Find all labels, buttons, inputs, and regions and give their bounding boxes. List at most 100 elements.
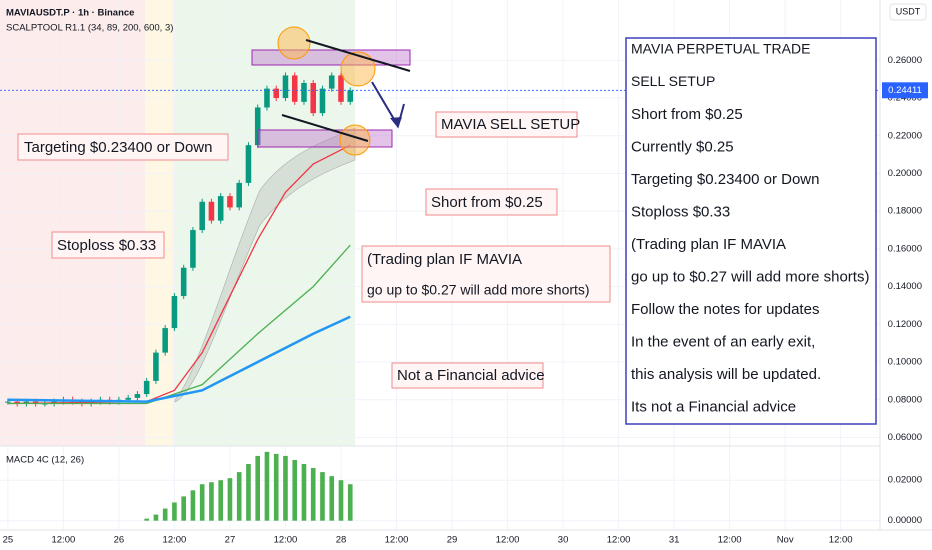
x-tick-label: 12:00 bbox=[718, 535, 742, 546]
candle bbox=[134, 394, 141, 398]
x-tick-label: 26 bbox=[114, 535, 125, 546]
note: Short from $0.25 bbox=[431, 194, 543, 211]
notes-box bbox=[625, 37, 877, 425]
note-box bbox=[425, 188, 558, 216]
macd-bar bbox=[320, 472, 325, 521]
x-tick-label: 25 bbox=[3, 535, 14, 546]
candle bbox=[199, 201, 205, 231]
macd-bar bbox=[181, 496, 186, 521]
y-tick-label: 0.08000 bbox=[888, 394, 922, 405]
note-line: In the event of an early exit, bbox=[631, 333, 815, 350]
y-tick-label: 0.02000 bbox=[888, 475, 922, 486]
zone-box bbox=[251, 49, 411, 66]
note-box bbox=[391, 362, 544, 389]
y-tick-label: 0.00000 bbox=[888, 515, 922, 526]
note: go up to $0.27 will add more shorts) bbox=[367, 282, 590, 298]
note: MAVIA SELL SETUP bbox=[441, 116, 580, 133]
macd-bar bbox=[246, 464, 251, 521]
candle bbox=[180, 267, 187, 297]
macd-bar bbox=[236, 472, 242, 521]
macd-bar bbox=[310, 468, 316, 521]
note-line: Follow the notes for updates bbox=[631, 301, 819, 318]
candle bbox=[14, 401, 20, 404]
last-price-tag bbox=[882, 82, 928, 99]
currency[interactable]: USDT bbox=[896, 6, 921, 16]
macd-bar bbox=[347, 484, 353, 521]
note: Not a Financial advice bbox=[397, 367, 545, 384]
candle bbox=[328, 75, 335, 89]
y-tick-label: 0.22000 bbox=[888, 130, 922, 141]
macd-bar bbox=[255, 455, 261, 521]
title: MAVIAUSDT.P · 1h · Binance bbox=[6, 8, 134, 19]
candle bbox=[227, 196, 233, 208]
macd-bar bbox=[190, 490, 196, 521]
x-tick-label: 27 bbox=[225, 535, 236, 546]
macd-bar bbox=[227, 478, 233, 521]
candle bbox=[264, 88, 270, 108]
note-line: (Trading plan IF MAVIA bbox=[631, 236, 786, 253]
macd-bar bbox=[273, 453, 279, 521]
x-tick-label: 29 bbox=[447, 535, 458, 546]
note-box bbox=[435, 111, 578, 138]
candle bbox=[5, 401, 11, 403]
macd-bar bbox=[292, 459, 298, 521]
y-tick-label: 0.14000 bbox=[888, 281, 922, 292]
note-line: SELL SETUP bbox=[631, 73, 715, 89]
candle bbox=[310, 82, 317, 114]
candle bbox=[125, 397, 131, 400]
trend-line bbox=[281, 114, 369, 142]
note: (Trading plan IF MAVIA bbox=[367, 251, 522, 268]
arrow-head bbox=[390, 117, 402, 128]
note-line: this analysis will be updated. bbox=[631, 366, 821, 383]
x-tick-label: Nov bbox=[777, 535, 794, 546]
x-tick-label: 12:00 bbox=[274, 535, 298, 546]
candle bbox=[291, 75, 298, 102]
last-price-label: 0.24411 bbox=[888, 85, 922, 96]
y-tick-label: 0.18000 bbox=[888, 206, 922, 217]
candle bbox=[347, 90, 354, 102]
x-tick-label: 12:00 bbox=[385, 535, 409, 546]
x-tick-label: 12:00 bbox=[829, 535, 853, 546]
candle bbox=[282, 75, 289, 99]
candle bbox=[162, 328, 168, 353]
macd-bar bbox=[264, 451, 270, 521]
trend-line bbox=[305, 39, 411, 72]
macd-bar bbox=[338, 480, 344, 521]
note: Targeting $0.23400 or Down bbox=[24, 139, 212, 156]
candle bbox=[301, 82, 307, 102]
note-line: MAVIA PERPETUAL TRADE bbox=[631, 41, 810, 57]
macd-bar bbox=[209, 482, 214, 521]
y-tick-label: 0.10000 bbox=[888, 357, 922, 368]
macd-bar bbox=[283, 455, 288, 521]
x-tick-label: 12:00 bbox=[51, 535, 75, 546]
note: Stoploss $0.33 bbox=[57, 237, 156, 254]
macd-bar bbox=[153, 514, 159, 521]
indicator-line bbox=[7, 244, 351, 405]
note-box bbox=[51, 231, 165, 259]
y-tick-label: 0.26000 bbox=[888, 55, 922, 66]
macd-bar bbox=[199, 484, 205, 521]
candle bbox=[236, 182, 242, 208]
note-line: Targeting $0.23400 or Down bbox=[631, 171, 819, 188]
currency-button[interactable] bbox=[889, 3, 927, 21]
y-tick-label: 0.20000 bbox=[888, 168, 922, 179]
candle bbox=[338, 75, 344, 102]
zone-box bbox=[257, 129, 393, 148]
candle bbox=[190, 230, 196, 268]
y-tick-label: 0.12000 bbox=[888, 319, 922, 330]
macd-bar bbox=[144, 518, 149, 521]
notes: MAVIA PERPETUAL TRADE SELL SETUP Short fro… bbox=[631, 41, 869, 416]
x-tick-label: 12:00 bbox=[496, 535, 520, 546]
note-line: Short from $0.25 bbox=[631, 106, 743, 123]
macd-bar bbox=[172, 502, 177, 521]
circle bbox=[340, 51, 376, 87]
macd-title: MACD 4C (12, 26) bbox=[6, 455, 84, 466]
candle bbox=[319, 88, 326, 114]
candle bbox=[23, 401, 30, 404]
candle bbox=[171, 296, 178, 329]
candle bbox=[208, 201, 215, 221]
x-tick-label: 28 bbox=[336, 535, 347, 546]
candle bbox=[273, 88, 279, 99]
